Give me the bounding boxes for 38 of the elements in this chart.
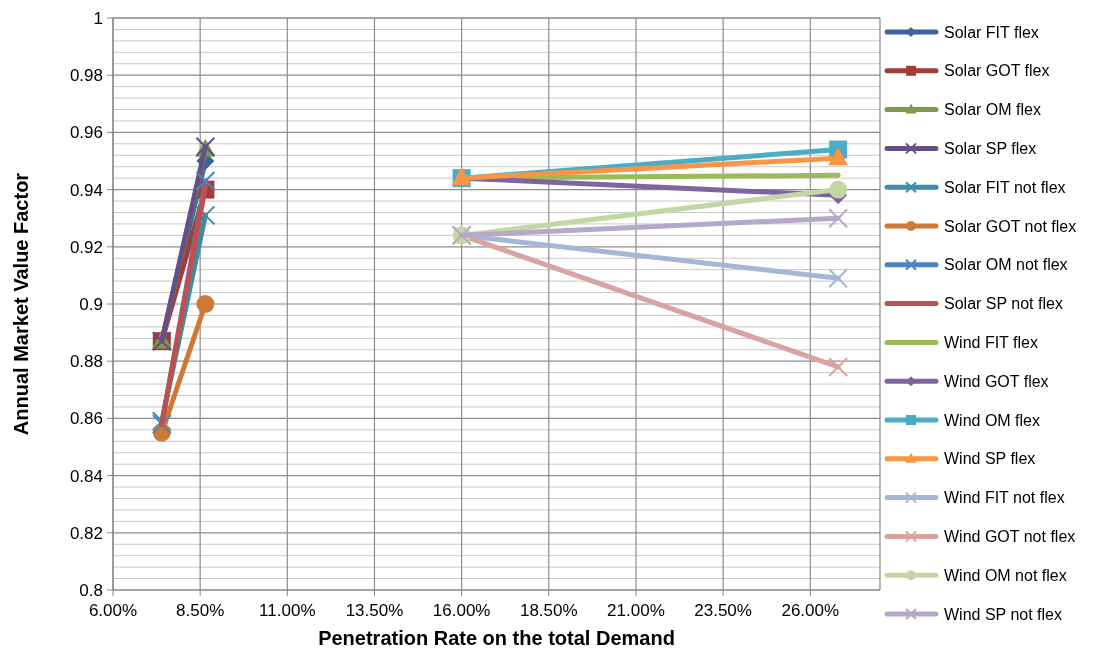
legend-label: Solar FIT flex [944,23,1039,41]
y-tick-label: 0.8 [79,580,103,600]
x-tick-label: 26.00% [781,601,840,620]
legend-label: Solar GOT flex [944,62,1050,80]
legend-label: Wind SP flex [944,450,1036,468]
x-tick-label: 11.00% [259,601,316,620]
y-axis-title: Annual Market Value Factor [10,172,32,436]
y-tick-label: 1 [93,8,103,28]
legend-label: Wind SP not flex [944,605,1062,623]
x-tick-label: 18.50% [519,601,578,620]
y-tick-label: 0.98 [69,66,103,86]
x-tick-label: 8.50% [176,601,225,620]
x-tick-label: 21.00% [607,601,665,620]
x-axis-title: Penetration Rate on the total Demand [318,627,675,649]
y-tick-label: 0.94 [69,180,103,200]
legend-label: Solar SP flex [944,140,1037,157]
x-tick-label: 13.50% [345,601,404,620]
y-tick-label: 0.84 [69,466,103,486]
legend-label: Wind OM flex [944,411,1041,429]
legend-label: Wind FIT not flex [944,489,1065,507]
legend-label: Wind GOT flex [944,372,1049,390]
y-tick-label: 0.82 [69,523,103,543]
legend-label: Solar OM not flex [944,256,1068,274]
legend-label: Wind FIT flex [944,334,1038,351]
y-tick-label: 0.96 [69,123,103,143]
y-tick-label: 0.88 [69,352,103,372]
x-tick-label: 23.50% [694,601,752,620]
legend-label: Wind OM not flex [944,566,1067,584]
legend-label: Solar GOT not flex [944,217,1077,235]
legend-label: Solar SP not flex [944,295,1063,313]
x-tick-label: 6.00% [88,601,138,620]
x-tick-label: 16.00% [432,601,491,620]
y-tick-label: 0.86 [69,409,103,429]
legend-label: Solar OM flex [944,101,1041,119]
legend-label: Solar FIT not flex [944,178,1066,196]
y-tick-label: 0.92 [69,237,103,257]
legend-label: Wind GOT not flex [944,528,1076,545]
y-tick-label: 0.9 [79,294,103,314]
